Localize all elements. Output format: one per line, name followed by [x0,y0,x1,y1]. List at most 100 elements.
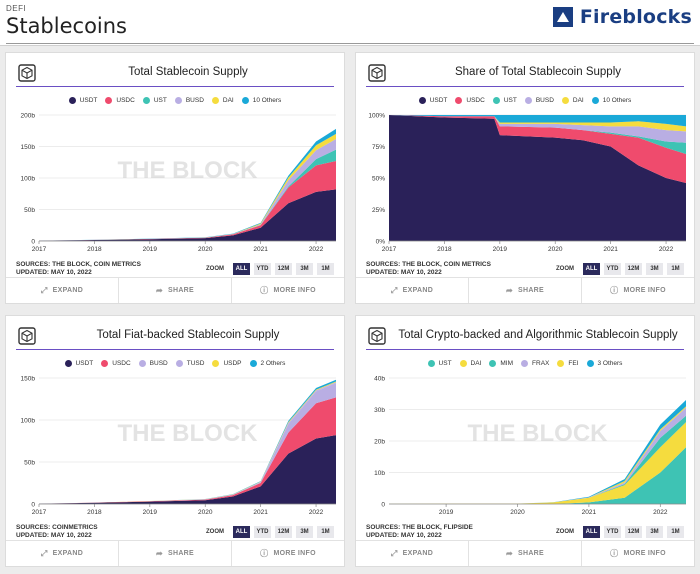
zoom-button-1m[interactable]: 1M [317,526,334,538]
legend-item[interactable]: 3 Others [586,360,623,367]
share-label: SHARE [168,287,195,294]
more-info-button[interactable]: ⓘ MORE INFO [582,541,694,566]
zoom-button-12m[interactable]: 12M [625,526,642,538]
y-tick-label: 150b [21,376,36,383]
legend-item[interactable]: USDP [212,360,242,367]
expand-button[interactable]: ⤢ EXPAND [6,278,119,303]
legend-item[interactable]: DAI [561,97,584,104]
zoom-label: ZOOM [206,529,224,535]
legend-swatch [524,97,532,104]
legend-item[interactable]: UST [427,360,452,367]
legend-label: BUSD [185,97,204,104]
zoom-button-all[interactable]: ALL [583,526,600,538]
y-tick-label: 50b [24,460,35,467]
zoom-button-ytd[interactable]: YTD [604,263,621,275]
chart-title: Total Crypto-backed and Algorithmic Stab… [398,329,678,341]
y-tick-label: 150b [21,144,36,151]
card-footer: ⤢ EXPAND ➦ SHARE ⓘ MORE INFO [6,277,344,303]
zoom-button-ytd[interactable]: YTD [254,526,271,538]
legend-item[interactable]: USDT [68,97,97,104]
zoom-button-12m[interactable]: 12M [275,263,292,275]
zoom-button-1m[interactable]: 1M [667,526,684,538]
legend-item[interactable]: MIM [489,360,513,367]
zoom-button-1m[interactable]: 1M [317,263,334,275]
legend-item[interactable]: DAI [211,97,234,104]
legend-item[interactable]: USDC [105,97,135,104]
zoom-button-all[interactable]: ALL [583,263,600,275]
chart-sources: SOURCES: THE BLOCK, COIN METRICS UPDATED:… [366,261,491,277]
legend-label: 10 Others [252,97,282,104]
zoom-button-ytd[interactable]: YTD [254,263,271,275]
legend-item[interactable]: USDT [418,97,447,104]
share-button[interactable]: ➦ SHARE [119,278,232,303]
the-block-cube-icon [18,64,36,82]
expand-button[interactable]: ⤢ EXPAND [6,541,119,566]
sources-text: SOURCES: THE BLOCK, COIN METRICS [16,261,141,268]
zoom-button-12m[interactable]: 12M [275,526,292,538]
legend-label: FEI [568,360,579,367]
more-info-button[interactable]: ⓘ MORE INFO [232,541,344,566]
x-tick-label: 2021 [253,246,268,253]
legend-swatch [591,97,599,104]
chart-card: Total Stablecoin Supply USDT USDC UST BUSD DA… [5,52,345,304]
legend-item[interactable]: USDC [101,360,131,367]
x-tick-label: 2020 [548,246,563,253]
share-icon: ➦ [505,286,513,295]
share-label: SHARE [168,550,195,557]
legend-swatch [455,97,463,104]
more-info-label: MORE INFO [273,287,316,294]
x-tick-label: 2022 [653,509,668,516]
legend-item[interactable]: FRAX [521,360,549,367]
x-tick-label: 2018 [87,246,102,253]
legend-item[interactable]: 2 Others [249,360,285,367]
share-button[interactable]: ➦ SHARE [119,541,232,566]
share-button[interactable]: ➦ SHARE [469,278,582,303]
zoom-button-3m[interactable]: 3M [296,263,313,275]
legend-item[interactable]: UST [142,97,167,104]
page-title: Stablecoins [6,14,127,38]
brand-logo[interactable]: Fireblocks [552,6,692,28]
zoom-button-3m[interactable]: 3M [296,526,313,538]
zoom-button-3m[interactable]: 3M [646,526,663,538]
legend-item[interactable]: 10 Others [241,97,282,104]
more-info-button[interactable]: ⓘ MORE INFO [582,278,694,303]
info-icon: ⓘ [260,286,269,295]
chart-sources: SOURCES: THE BLOCK, FLIPSIDE UPDATED: MAY… [366,524,473,540]
legend-label: DAI [572,97,584,104]
zoom-button-12m[interactable]: 12M [625,263,642,275]
zoom-button-1m[interactable]: 1M [667,263,684,275]
share-button[interactable]: ➦ SHARE [469,541,582,566]
zoom-button-3m[interactable]: 3M [646,263,663,275]
legend-item[interactable]: BUSD [138,360,168,367]
share-label: SHARE [518,287,545,294]
expand-button[interactable]: ⤢ EXPAND [356,541,469,566]
sources-text: SOURCES: THE BLOCK, FLIPSIDE [366,524,473,531]
legend-item[interactable]: TUSD [175,360,204,367]
more-info-button[interactable]: ⓘ MORE INFO [232,278,344,303]
legend-item[interactable]: BUSD [524,97,554,104]
y-tick-label: 100b [21,176,36,183]
chart-legend: USDT USDC UST BUSD DAI 10 Others [6,97,344,104]
legend-item[interactable]: DAI [459,360,482,367]
x-tick-label: 2019 [439,509,454,516]
legend-item[interactable]: FEI [557,360,579,367]
legend-item[interactable]: USDC [455,97,485,104]
expand-label: EXPAND [402,287,434,294]
card-header: Share of Total Stablecoin Supply [366,61,684,87]
zoom-button-ytd[interactable]: YTD [604,526,621,538]
legend-item[interactable]: UST [492,97,517,104]
zoom-button-all[interactable]: ALL [233,263,250,275]
watermark: THE BLOCK [118,157,259,184]
legend-label: USDC [116,97,135,104]
legend-item[interactable]: 10 Others [591,97,631,104]
legend-label: 3 Others [597,360,623,367]
expand-button[interactable]: ⤢ EXPAND [356,278,469,303]
zoom-button-all[interactable]: ALL [233,526,250,538]
updated-text: UPDATED: MAY 10, 2022 [16,532,92,539]
legend-item[interactable]: USDT [64,360,93,367]
legend-swatch [175,360,183,367]
legend-item[interactable]: BUSD [174,97,204,104]
x-tick-label: 2017 [32,246,47,253]
updated-text: UPDATED: MAY 10, 2022 [16,269,92,276]
legend-label: DAI [470,360,482,367]
